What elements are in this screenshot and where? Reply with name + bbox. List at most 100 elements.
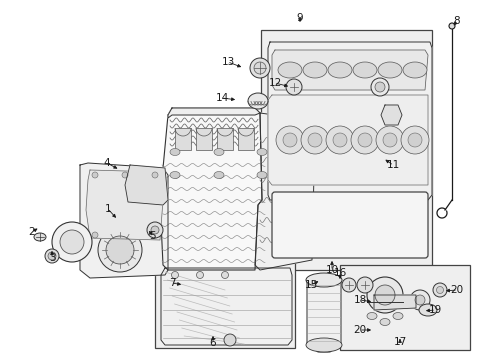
Ellipse shape — [305, 338, 341, 352]
Circle shape — [283, 133, 296, 147]
Polygon shape — [168, 108, 260, 118]
Ellipse shape — [418, 304, 436, 316]
Circle shape — [285, 79, 302, 95]
Polygon shape — [125, 165, 168, 205]
Ellipse shape — [257, 148, 266, 156]
Text: 20: 20 — [449, 285, 463, 295]
Circle shape — [275, 126, 304, 154]
Text: 18: 18 — [353, 295, 366, 305]
Text: 4: 4 — [103, 158, 110, 168]
Text: 3: 3 — [49, 253, 55, 263]
Ellipse shape — [278, 62, 302, 78]
Text: 17: 17 — [392, 337, 406, 347]
Circle shape — [249, 58, 269, 78]
Circle shape — [436, 287, 443, 293]
Text: 20: 20 — [353, 325, 366, 335]
Circle shape — [332, 133, 346, 147]
Circle shape — [52, 222, 92, 262]
Circle shape — [325, 126, 353, 154]
Bar — [196, 128, 212, 150]
Text: 2: 2 — [29, 227, 35, 237]
Circle shape — [196, 271, 203, 279]
Polygon shape — [267, 42, 431, 200]
Circle shape — [350, 126, 378, 154]
Circle shape — [45, 249, 59, 263]
Text: 12: 12 — [268, 78, 281, 88]
Text: 15: 15 — [304, 280, 317, 290]
Text: 11: 11 — [386, 160, 399, 170]
Circle shape — [407, 133, 421, 147]
Ellipse shape — [366, 312, 376, 320]
Polygon shape — [267, 95, 427, 185]
Bar — [339, 265, 469, 350]
Ellipse shape — [214, 171, 224, 179]
Polygon shape — [80, 163, 168, 278]
Circle shape — [221, 271, 228, 279]
Bar — [175, 128, 191, 150]
Ellipse shape — [402, 62, 426, 78]
Text: 5: 5 — [148, 231, 155, 241]
Circle shape — [341, 278, 355, 292]
Text: 6: 6 — [209, 338, 216, 348]
Circle shape — [60, 230, 84, 254]
Circle shape — [224, 334, 236, 346]
Circle shape — [98, 228, 142, 272]
Circle shape — [171, 271, 178, 279]
Text: 10: 10 — [325, 265, 338, 275]
Text: 16: 16 — [333, 268, 346, 278]
Ellipse shape — [379, 319, 389, 325]
Ellipse shape — [392, 312, 402, 320]
Circle shape — [414, 295, 424, 305]
Text: 1: 1 — [104, 204, 111, 214]
Ellipse shape — [170, 148, 180, 156]
Circle shape — [152, 232, 158, 238]
Text: 7: 7 — [168, 278, 175, 288]
Ellipse shape — [352, 62, 376, 78]
Circle shape — [375, 126, 403, 154]
Text: 19: 19 — [427, 305, 441, 315]
Circle shape — [382, 133, 396, 147]
Circle shape — [366, 277, 402, 313]
Ellipse shape — [303, 62, 326, 78]
Circle shape — [432, 283, 446, 297]
Circle shape — [370, 78, 388, 96]
Circle shape — [92, 172, 98, 178]
Bar — [155, 260, 294, 348]
Circle shape — [301, 126, 328, 154]
Polygon shape — [373, 295, 415, 310]
FancyBboxPatch shape — [271, 192, 427, 258]
Bar — [238, 128, 253, 150]
Circle shape — [151, 226, 159, 234]
Ellipse shape — [170, 171, 180, 179]
Text: 13: 13 — [221, 57, 234, 67]
Circle shape — [106, 236, 134, 264]
Circle shape — [448, 23, 454, 29]
Circle shape — [374, 285, 394, 305]
Circle shape — [409, 290, 429, 310]
Circle shape — [253, 62, 265, 74]
Ellipse shape — [214, 148, 224, 156]
Polygon shape — [161, 268, 291, 345]
Polygon shape — [160, 108, 262, 270]
Circle shape — [356, 277, 372, 293]
Circle shape — [374, 82, 384, 92]
Circle shape — [400, 126, 428, 154]
Circle shape — [48, 252, 56, 260]
Ellipse shape — [257, 171, 266, 179]
Bar — [217, 128, 232, 150]
Bar — [261, 30, 431, 270]
Polygon shape — [380, 105, 401, 125]
Text: 9: 9 — [296, 13, 303, 23]
Ellipse shape — [305, 273, 341, 287]
Polygon shape — [271, 50, 427, 90]
Circle shape — [357, 133, 371, 147]
Ellipse shape — [377, 62, 401, 78]
Text: 8: 8 — [453, 16, 459, 26]
Ellipse shape — [34, 233, 46, 241]
Circle shape — [152, 172, 158, 178]
Polygon shape — [86, 170, 163, 240]
Circle shape — [92, 232, 98, 238]
Text: 14: 14 — [215, 93, 228, 103]
Polygon shape — [306, 274, 340, 352]
Ellipse shape — [327, 62, 351, 78]
